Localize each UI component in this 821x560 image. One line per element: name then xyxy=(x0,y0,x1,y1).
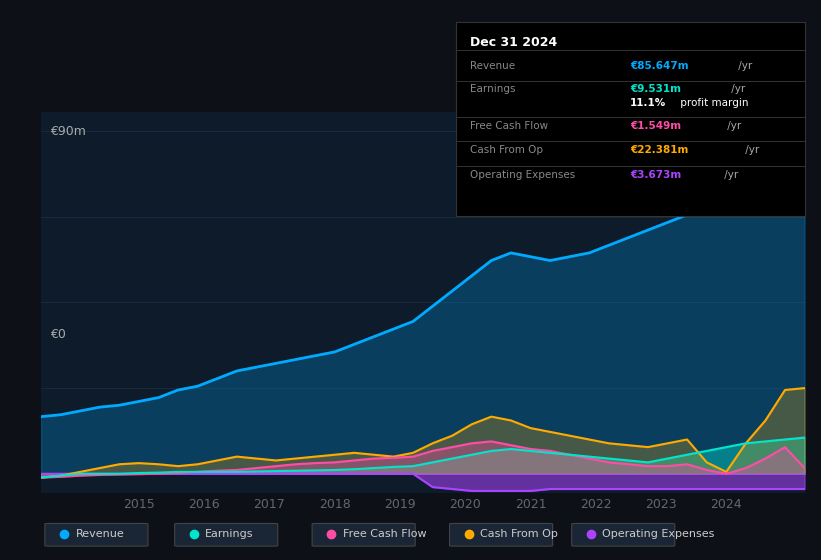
Text: Dec 31 2024: Dec 31 2024 xyxy=(470,36,557,49)
Text: Earnings: Earnings xyxy=(470,84,515,94)
Text: €1.549m: €1.549m xyxy=(631,121,681,131)
Text: /yr: /yr xyxy=(742,145,759,155)
Text: /yr: /yr xyxy=(724,121,741,131)
FancyBboxPatch shape xyxy=(571,524,675,546)
Text: Earnings: Earnings xyxy=(205,529,254,539)
FancyBboxPatch shape xyxy=(175,524,277,546)
Text: Revenue: Revenue xyxy=(76,529,124,539)
Text: Free Cash Flow: Free Cash Flow xyxy=(470,121,548,131)
FancyBboxPatch shape xyxy=(45,524,148,546)
Text: €85.647m: €85.647m xyxy=(631,61,689,71)
Text: €0: €0 xyxy=(50,328,66,341)
Text: Operating Expenses: Operating Expenses xyxy=(470,170,575,180)
FancyBboxPatch shape xyxy=(312,524,415,546)
Text: Cash From Op: Cash From Op xyxy=(470,145,543,155)
Text: €22.381m: €22.381m xyxy=(631,145,689,155)
Text: €90m: €90m xyxy=(50,125,86,138)
Text: /yr: /yr xyxy=(721,170,738,180)
Text: 11.1%: 11.1% xyxy=(631,98,667,108)
Text: /yr: /yr xyxy=(735,61,752,71)
Text: €9.531m: €9.531m xyxy=(631,84,681,94)
Text: profit margin: profit margin xyxy=(677,98,749,108)
Text: /yr: /yr xyxy=(728,84,745,94)
Text: Operating Expenses: Operating Expenses xyxy=(603,529,714,539)
Text: €3.673m: €3.673m xyxy=(631,170,681,180)
FancyBboxPatch shape xyxy=(450,524,553,546)
Text: Revenue: Revenue xyxy=(470,61,515,71)
Text: Cash From Op: Cash From Op xyxy=(480,529,558,539)
Text: Free Cash Flow: Free Cash Flow xyxy=(342,529,426,539)
